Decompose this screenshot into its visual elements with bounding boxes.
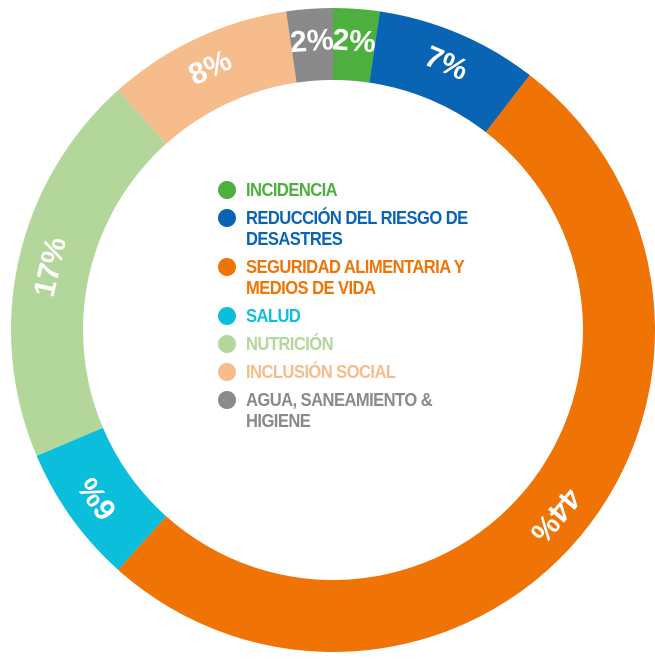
legend-marker bbox=[218, 181, 236, 199]
legend-marker bbox=[218, 335, 236, 353]
legend-marker bbox=[218, 258, 236, 276]
legend-marker bbox=[218, 391, 236, 409]
data-label: 2% bbox=[331, 23, 377, 59]
donut-segment bbox=[369, 11, 530, 133]
legend: INCIDENCIA REDUCCIÓN DEL RIESGO DE DESAST… bbox=[218, 180, 518, 439]
legend-marker bbox=[218, 209, 236, 227]
donut-segment bbox=[36, 427, 167, 570]
legend-item: INCLUSIÓN SOCIAL bbox=[218, 362, 518, 383]
legend-label: NUTRICIÓN bbox=[246, 334, 334, 354]
legend-label: SEGURIDAD ALIMENTARIA Y MEDIOS DE VIDA bbox=[246, 257, 464, 298]
legend-item: NUTRICIÓN bbox=[218, 334, 518, 355]
legend-marker bbox=[218, 307, 236, 325]
legend-marker bbox=[218, 363, 236, 381]
donut-segment bbox=[333, 8, 380, 83]
legend-label: INCIDENCIA bbox=[246, 180, 338, 200]
legend-item: REDUCCIÓN DEL RIESGO DE DESASTRES bbox=[218, 208, 518, 250]
data-label: 2% bbox=[289, 23, 335, 59]
legend-label: REDUCCIÓN DEL RIESGO DE DESASTRES bbox=[246, 208, 468, 249]
legend-label: AGUA, SANEAMIENTO & HIGIENE bbox=[246, 390, 433, 431]
donut-segment bbox=[286, 8, 333, 83]
legend-item: SALUD bbox=[218, 306, 518, 327]
legend-item: INCIDENCIA bbox=[218, 180, 518, 201]
donut-segment bbox=[118, 75, 655, 652]
donut-segment bbox=[11, 90, 167, 456]
legend-item: SEGURIDAD ALIMENTARIA Y MEDIOS DE VIDA bbox=[218, 257, 518, 299]
legend-label: INCLUSIÓN SOCIAL bbox=[246, 362, 396, 382]
legend-label: SALUD bbox=[246, 306, 301, 326]
donut-segment bbox=[118, 11, 297, 144]
legend-item: AGUA, SANEAMIENTO & HIGIENE bbox=[218, 390, 518, 432]
